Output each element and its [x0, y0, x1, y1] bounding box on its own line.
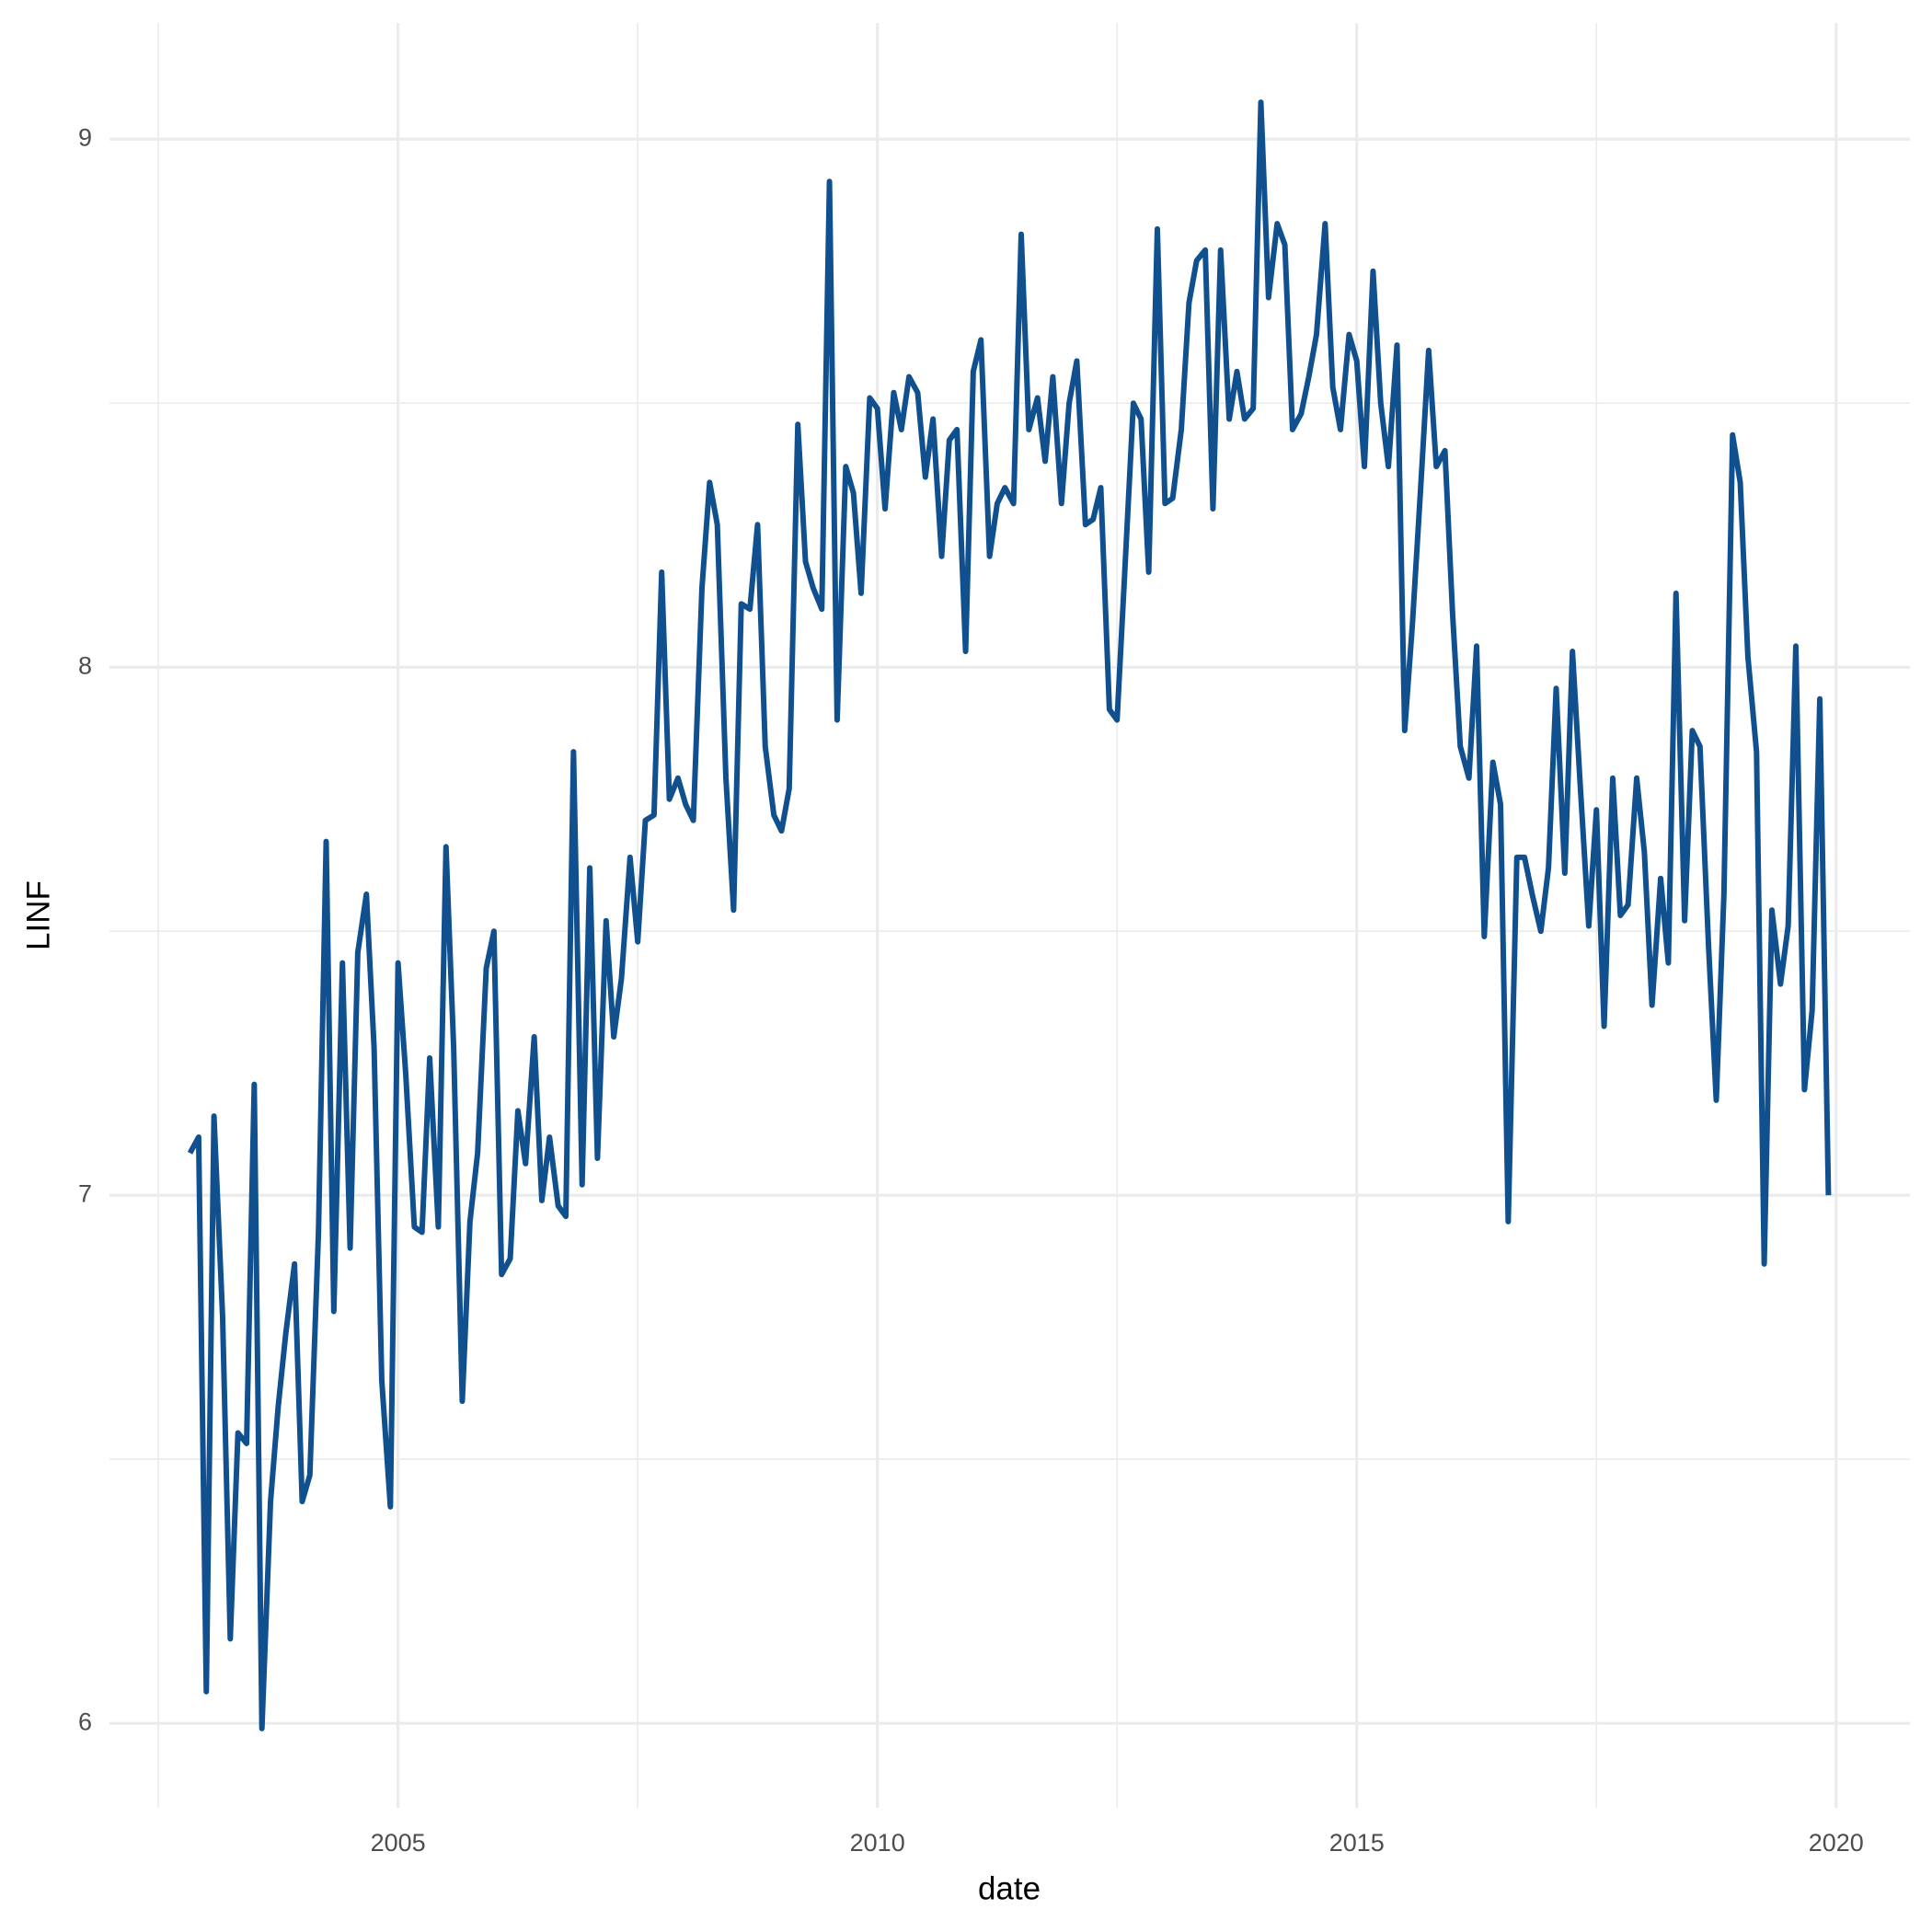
y-tick-label: 6: [78, 1708, 92, 1735]
y-axis-title: LINF: [20, 880, 56, 950]
y-tick-label: 9: [78, 123, 92, 151]
x-axis-title: date: [978, 1870, 1041, 1906]
x-tick-label: 2020: [1809, 1829, 1864, 1857]
x-tick-label: 2010: [850, 1829, 905, 1857]
y-tick-label: 8: [78, 651, 92, 679]
y-tick-label: 7: [78, 1179, 92, 1207]
data-line: [187, 99, 1832, 1731]
x-tick-label: 2005: [371, 1829, 426, 1857]
x-tick-label: 2015: [1329, 1829, 1385, 1857]
